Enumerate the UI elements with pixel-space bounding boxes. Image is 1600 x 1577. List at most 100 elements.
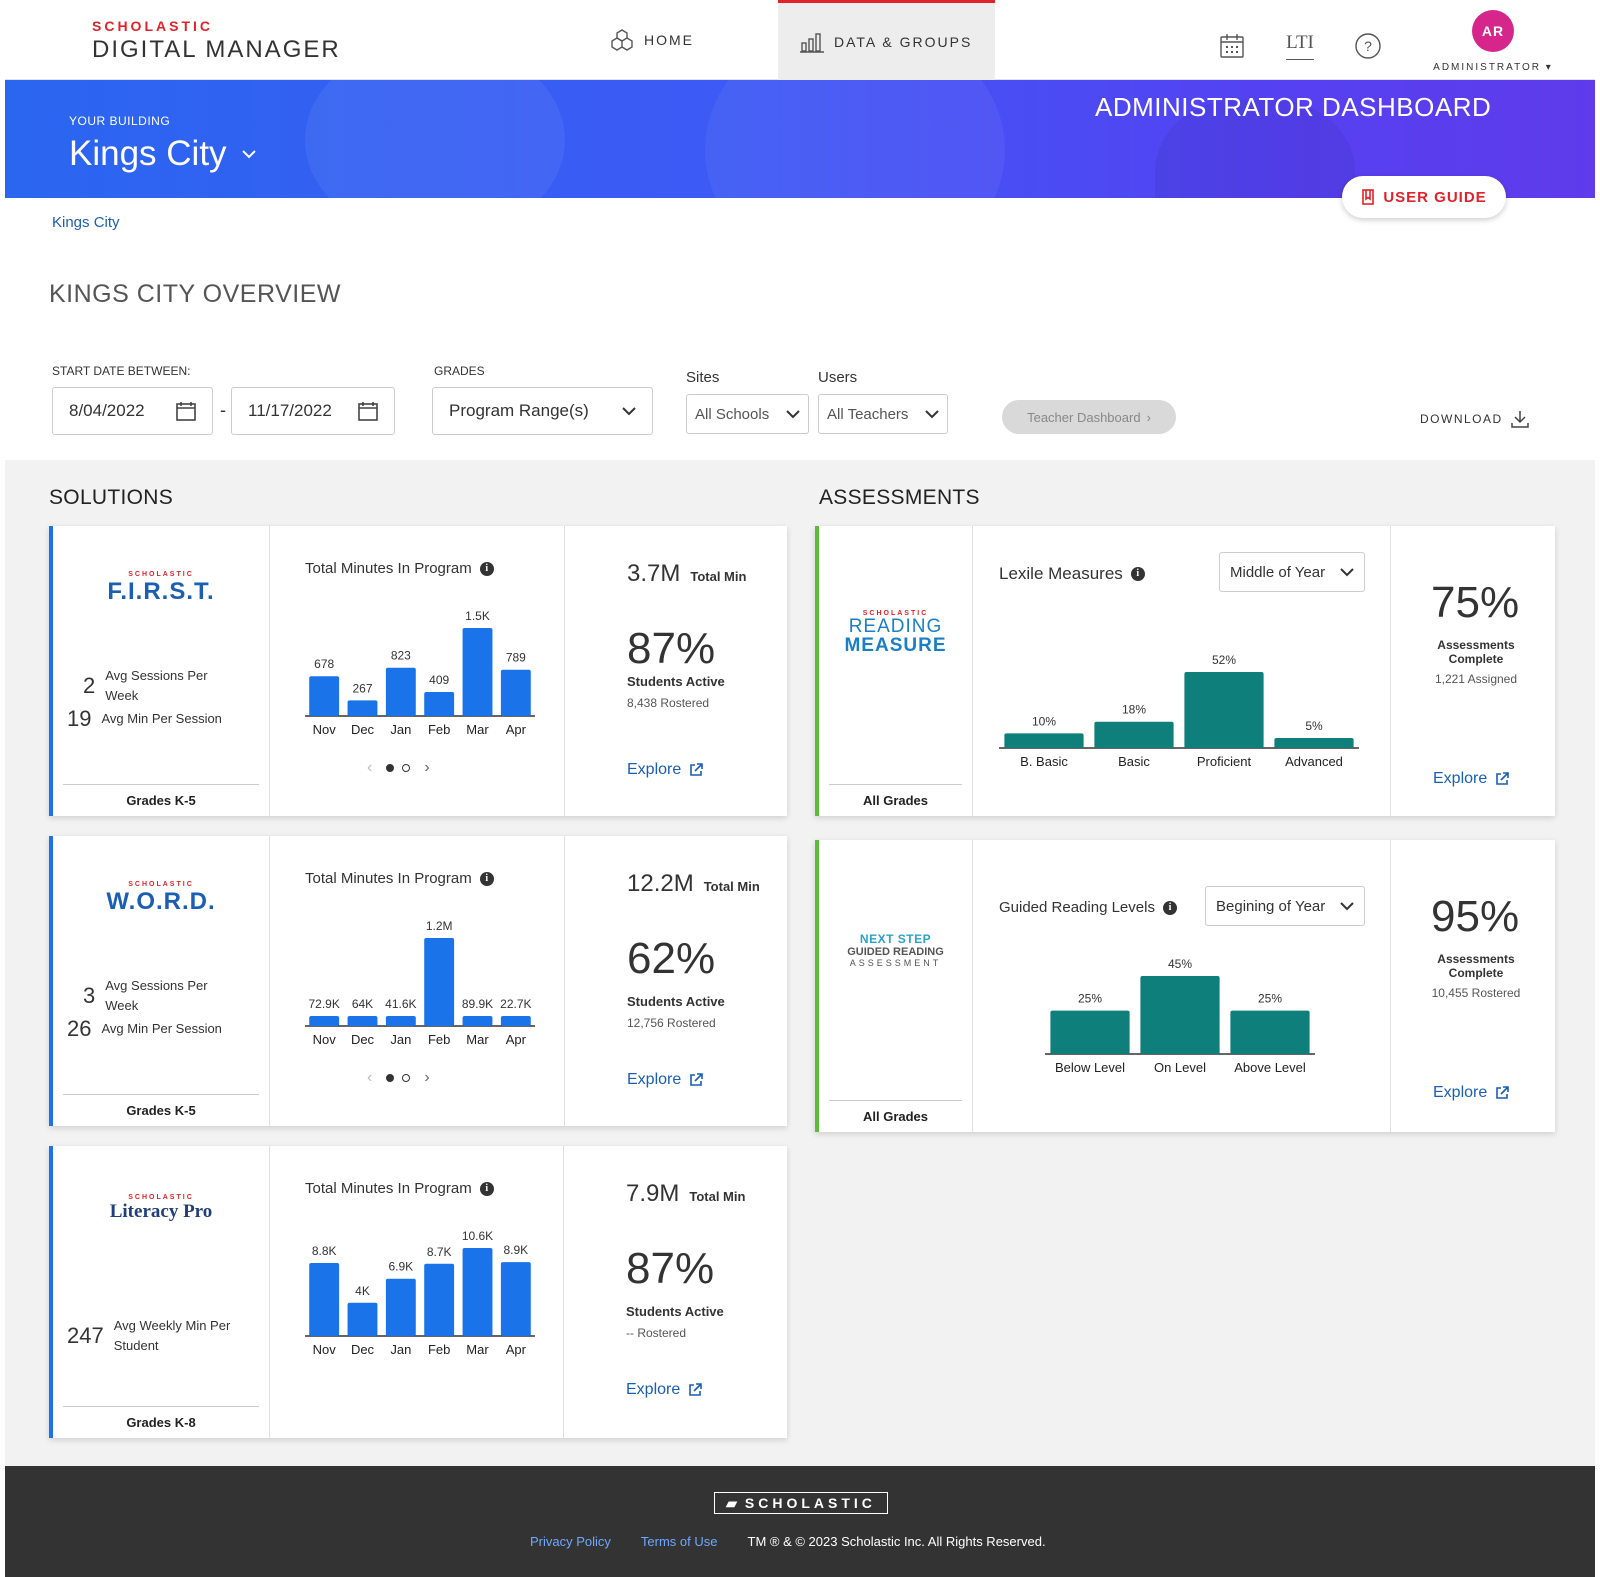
assessments-heading: ASSESSMENTS [819, 486, 980, 509]
chart-bar[interactable] [500, 1262, 531, 1336]
page-dot[interactable] [386, 1074, 395, 1082]
user-menu[interactable]: AR ADMINISTRATOR ▾ [1428, 10, 1558, 73]
guided-reading-chart: 25% Below Level 45% On Level 25% Above Level [1045, 957, 1315, 1075]
users-select[interactable]: All Teachers [818, 394, 948, 434]
chart-bar[interactable] [385, 1278, 416, 1336]
calendar-icon[interactable] [358, 401, 378, 421]
chart-bar[interactable] [1094, 721, 1174, 748]
explore-link[interactable]: Explore [626, 1381, 703, 1399]
chevron-left-icon[interactable]: ‹ [367, 1069, 373, 1086]
brand-publisher: SCHOLASTIC [92, 18, 213, 34]
page-dot[interactable] [402, 764, 411, 772]
chart-bar[interactable] [424, 938, 455, 1026]
chart-bar[interactable] [500, 1016, 531, 1026]
calendar-icon[interactable] [1218, 32, 1246, 60]
banner-decoration [305, 80, 565, 198]
chart-bar[interactable] [385, 667, 416, 716]
program-summary: SCHOLASTIC F.I.R.S.T. 2 Avg Sessions Per… [49, 526, 270, 816]
bar-value-label: 10.6K [462, 1229, 493, 1243]
avg-sessions-value: 3 [83, 982, 96, 1008]
chevron-right-icon[interactable]: › [424, 1069, 430, 1086]
lti-icon[interactable]: LTI [1286, 32, 1314, 60]
page-dot[interactable] [386, 764, 395, 772]
explore-link[interactable]: Explore [627, 761, 704, 779]
chart-bar[interactable] [385, 1016, 416, 1026]
lexile-chart: 10% B. Basic 18% Basic 52% Proficient 5% Advanc… [999, 653, 1359, 769]
chart-bar[interactable] [462, 628, 493, 716]
chart-bar[interactable] [309, 1262, 340, 1336]
footer-logo[interactable]: ▰ SCHOLASTIC [714, 1492, 888, 1514]
external-link-icon [1496, 1086, 1510, 1099]
chart-bar[interactable] [309, 676, 340, 716]
chart-bar[interactable] [1004, 733, 1084, 748]
building-selector[interactable]: Kings City [69, 134, 257, 174]
download-label: DOWNLOAD [1420, 412, 1503, 426]
sites-label: Sites [686, 369, 720, 386]
chart-bar[interactable] [1140, 976, 1220, 1054]
help-icon[interactable]: ? [1354, 32, 1382, 60]
chart-title: Total Minutes In Program [305, 870, 472, 887]
chart-bar[interactable] [1184, 672, 1264, 748]
chart-bar[interactable] [347, 1016, 378, 1026]
grades-range: Grades K-8 [63, 1406, 259, 1438]
period-select[interactable]: Middle of Year [1219, 552, 1365, 592]
chart-bar[interactable] [1050, 1010, 1130, 1054]
chevron-down-icon [622, 406, 636, 415]
chart-bar[interactable] [347, 700, 378, 716]
chevron-down-icon [241, 150, 256, 159]
privacy-policy-link[interactable]: Privacy Policy [530, 1534, 611, 1549]
info-icon[interactable]: i [1162, 900, 1177, 915]
chart-bar[interactable] [347, 1302, 378, 1336]
chart-bar[interactable] [424, 1263, 455, 1336]
program-summary: SCHOLASTIC W.O.R.D. 3 Avg Sessions Per W… [49, 836, 270, 1126]
brand-logo[interactable]: SCHOLASTIC DIGITAL MANAGER [92, 18, 341, 64]
explore-link[interactable]: Explore [1433, 1084, 1510, 1102]
solution-card-first: SCHOLASTIC F.I.R.S.T. 2 Avg Sessions Per… [49, 526, 787, 816]
book-icon [1362, 189, 1375, 205]
chevron-down-icon [1340, 901, 1354, 910]
period-select[interactable]: Begining of Year [1205, 886, 1365, 926]
breadcrumb[interactable]: Kings City [52, 214, 120, 231]
assigned-count: 1,221 Assigned [1434, 672, 1518, 686]
info-icon[interactable]: i [479, 871, 494, 886]
user-guide-button[interactable]: USER GUIDE [1342, 176, 1506, 218]
grades-select[interactable]: Program Range(s) [432, 387, 653, 435]
calendar-icon[interactable] [176, 401, 196, 421]
avatar[interactable]: AR [1472, 10, 1514, 52]
overview-title: KINGS CITY OVERVIEW [49, 280, 341, 308]
footer-links: Privacy Policy Terms of Use TM ® & © 202… [530, 1534, 1046, 1549]
chevron-left-icon[interactable]: ‹ [367, 759, 373, 776]
terms-of-use-link[interactable]: Terms of Use [640, 1534, 718, 1549]
sites-select[interactable]: All Schools [686, 394, 809, 434]
explore-link[interactable]: Explore [627, 1071, 704, 1089]
avg-weekly-min-value: 247 [67, 1322, 104, 1348]
page-dot[interactable] [402, 1074, 411, 1082]
footer-logo-text: SCHOLASTIC [744, 1495, 876, 1511]
building-name: Kings City [69, 134, 227, 173]
chevron-right-icon[interactable]: › [424, 759, 430, 776]
teacher-dashboard-button[interactable]: Teacher Dashboard › [1002, 400, 1176, 434]
chart-bar[interactable] [424, 692, 455, 716]
explore-link[interactable]: Explore [1433, 770, 1510, 788]
download-button[interactable]: DOWNLOAD [1420, 410, 1529, 428]
nav-home[interactable]: HOME [610, 0, 694, 80]
info-icon[interactable]: i [479, 561, 494, 576]
nav-data-groups[interactable]: DATA & GROUPS [778, 0, 995, 80]
chart-bar[interactable] [462, 1016, 493, 1026]
chart-title: Guided Reading Levels [999, 899, 1155, 916]
chart-bar[interactable] [1230, 1010, 1310, 1054]
chart-bar[interactable] [309, 1016, 340, 1026]
chart-bar[interactable] [1274, 738, 1354, 748]
period-value: Begining of Year [1216, 897, 1326, 915]
end-date-field[interactable]: 11/17/2022 [231, 387, 395, 435]
category-label: Mar [466, 722, 489, 737]
chart-bar[interactable] [462, 1248, 493, 1336]
chart-bar[interactable] [500, 669, 531, 716]
info-icon[interactable]: i [1130, 567, 1145, 581]
category-label: On Level [1154, 1060, 1206, 1075]
category-label: Proficient [1197, 754, 1252, 769]
chevron-down-icon [925, 409, 939, 418]
info-icon[interactable]: i [479, 1181, 494, 1196]
chart-panel: Lexile Measures i Middle of Year 10% B. B… [973, 526, 1391, 816]
start-date-field[interactable]: 8/04/2022 [52, 387, 213, 435]
